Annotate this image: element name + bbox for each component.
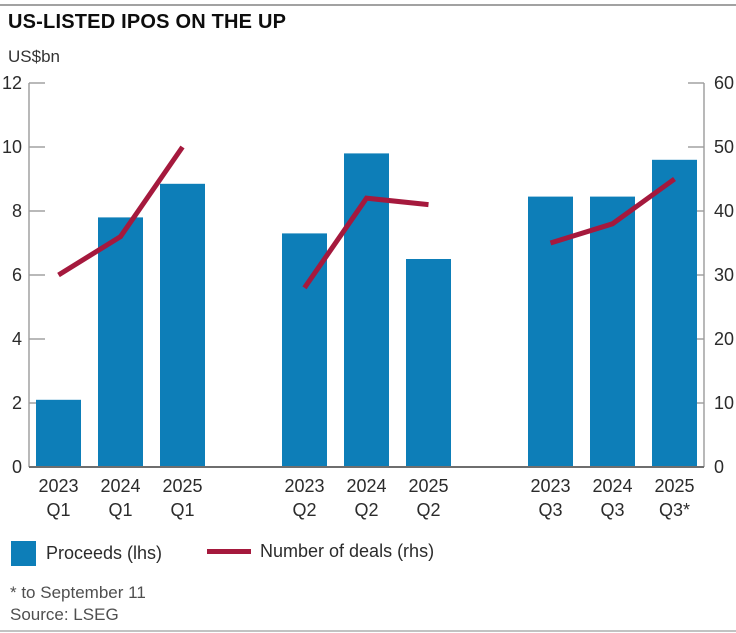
x-axis-label-quarter: Q3* [659,500,690,520]
left-axis-tick-label: 8 [12,201,22,221]
x-axis-label-quarter: Q1 [170,500,194,520]
top-divider [0,4,736,6]
chart-title: US-LISTED IPOS ON THE UP [8,11,287,33]
proceeds-bar-2025-q1 [160,183,205,468]
proceeds-bar-2024-q3 [590,196,635,467]
x-axis-label-year: 2024 [592,476,632,496]
left-axis-tick-label: 10 [2,137,22,157]
proceeds-bar-2023-q2 [282,233,327,467]
proceeds-bar-2025-q2 [406,259,451,467]
left-axis-tick-label: 6 [12,265,22,285]
deals-line-q2 [302,195,429,290]
bottom-divider [0,630,736,632]
x-axis-label-year: 2024 [346,476,386,496]
x-axis-label-year: 2024 [100,476,140,496]
x-axis-label-year: 2023 [284,476,324,496]
x-axis-label-year: 2025 [408,476,448,496]
right-axis-tick-label: 50 [714,137,734,157]
x-axis-label-quarter: Q2 [416,500,440,520]
proceeds-bar-2024-q1 [98,217,143,467]
proceeds-bar-2024-q2 [344,153,389,467]
x-axis-label-quarter: Q1 [108,500,132,520]
x-axis-label-year: 2023 [38,476,78,496]
x-axis-label-quarter: Q3 [600,500,624,520]
right-axis-tick-label: 0 [714,457,724,477]
proceeds-bar-2023-q1 [36,399,81,467]
right-axis-tick-label: 60 [714,73,734,93]
x-axis-label-quarter: Q3 [538,500,562,520]
right-axis-tick-label: 40 [714,201,734,221]
proceeds-swatch-icon [11,541,36,566]
right-axis-tick-label: 10 [714,393,734,413]
right-axis-tick-label: 20 [714,329,734,349]
left-axis-tick-label: 12 [2,73,22,93]
legend-label-proceeds: Proceeds (lhs) [46,543,163,563]
x-axis-label-quarter: Q2 [292,500,316,520]
x-axis-label-quarter: Q1 [46,500,70,520]
deals-line-q1 [57,145,185,278]
left-axis-unit-label: US$bn [8,47,60,66]
x-axis-label-year: 2025 [654,476,694,496]
deals-line-swatch-icon [207,549,251,554]
x-axis-label-quarter: Q2 [354,500,378,520]
right-axis-tick-label: 30 [714,265,734,285]
legend-label-deals: Number of deals (rhs) [260,541,435,561]
deals-line-q3 [549,176,676,246]
left-axis-tick-label: 2 [12,393,22,413]
legend-item-deals: Number of deals (rhs) [207,541,434,562]
left-axis-tick-label: 4 [12,329,22,349]
x-axis-label-year: 2025 [162,476,202,496]
proceeds-bar-2025-q3 [652,159,697,468]
source-credit: Source: LSEG [10,605,119,624]
x-axis-label-year: 2023 [530,476,570,496]
left-axis-tick-label: 0 [12,457,22,477]
legend-item-proceeds: Proceeds (lhs) [11,541,162,566]
footnote: * to September 11 [10,583,146,602]
